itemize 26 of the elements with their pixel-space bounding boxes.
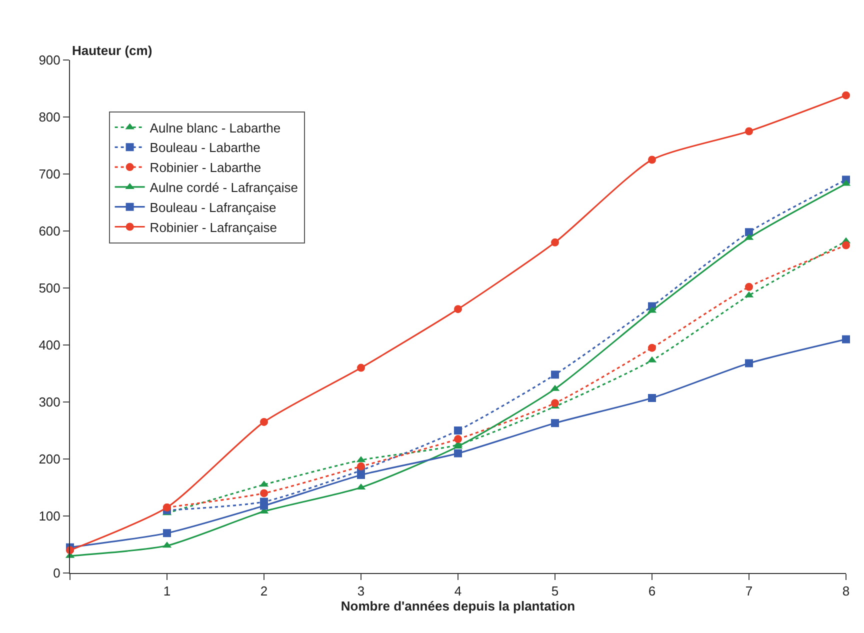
- legend-label: Aulne cordé - Lafrançaise: [150, 180, 298, 196]
- x-tick-label: 6: [648, 584, 656, 599]
- y-tick-label: 700: [38, 166, 60, 182]
- y-tick-label: 800: [38, 110, 60, 125]
- y-tick-label: 200: [38, 452, 60, 467]
- x-tick-label: 3: [357, 584, 365, 599]
- y-tick-label: 100: [38, 508, 60, 524]
- x-tick-label: 8: [842, 584, 850, 599]
- legend-label: Robinier - Labarthe: [150, 160, 262, 176]
- y-tick-label: 900: [38, 52, 60, 68]
- y-tick-label: 600: [38, 224, 60, 239]
- y-tick-label: 400: [38, 338, 60, 353]
- x-tick-label: 5: [551, 584, 559, 599]
- x-tick-label: 4: [454, 584, 462, 599]
- y-tick-label: 300: [38, 394, 60, 410]
- legend-label: Aulne blanc - Labarthe: [150, 120, 281, 136]
- y-tick-label: 0: [53, 566, 60, 581]
- y-tick-label: 500: [38, 280, 60, 296]
- x-tick-label: 1: [163, 584, 171, 599]
- legend-label: Robinier - Lafrançaise: [150, 220, 277, 235]
- legend-label: Bouleau - Lafrançaise: [150, 200, 276, 215]
- x-tick-label: 7: [745, 584, 753, 599]
- x-axis-title: Nombre d'années depuis la plantation: [340, 598, 576, 614]
- y-axis-title: Hauteur (cm): [72, 43, 152, 58]
- legend-label: Bouleau - Labarthe: [150, 140, 260, 156]
- x-tick-label: 2: [260, 584, 268, 599]
